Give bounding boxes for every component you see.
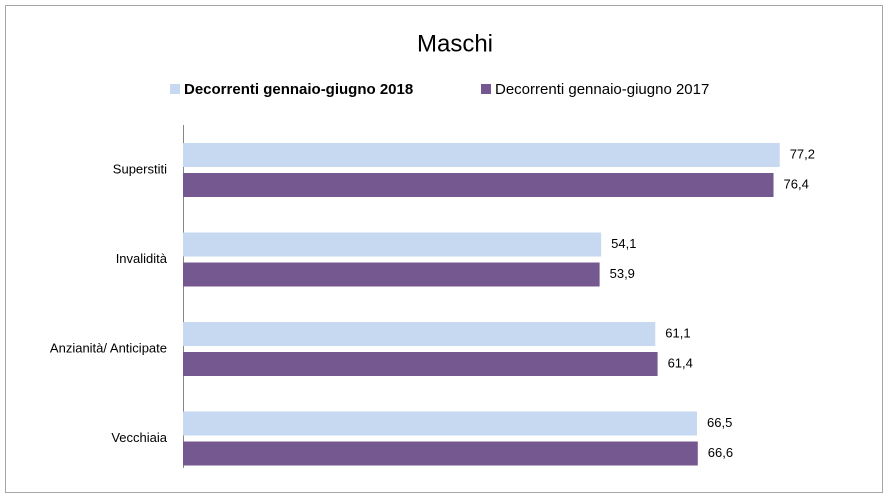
legend-swatch bbox=[170, 84, 180, 94]
legend-label: Decorrenti gennaio-giugno 2018 bbox=[184, 81, 413, 98]
bar bbox=[183, 262, 600, 287]
bar bbox=[183, 352, 658, 376]
y-tick-label: Invalidità bbox=[116, 251, 168, 266]
y-tick-label: Anzianità/ Anticipate bbox=[50, 340, 167, 355]
data-label: 66,5 bbox=[707, 415, 732, 430]
bar bbox=[183, 143, 780, 167]
chart-title: Maschi bbox=[417, 30, 493, 57]
bar bbox=[183, 322, 656, 346]
data-label: 54,1 bbox=[611, 236, 636, 251]
bar bbox=[183, 411, 698, 436]
data-label: 61,1 bbox=[665, 325, 690, 340]
bar bbox=[183, 173, 774, 197]
data-label: 77,2 bbox=[790, 146, 815, 161]
data-label: 76,4 bbox=[784, 176, 809, 191]
bar bbox=[183, 232, 602, 257]
data-label: 66,6 bbox=[708, 445, 733, 460]
legend-swatch bbox=[481, 84, 491, 94]
legend-label: Decorrenti gennaio-giugno 2017 bbox=[495, 81, 709, 98]
data-label: 61,4 bbox=[668, 355, 693, 370]
bar bbox=[183, 441, 698, 466]
y-tick-label: Superstiti bbox=[113, 161, 167, 176]
y-tick-label: Vecchiaia bbox=[111, 430, 167, 445]
data-label: 53,9 bbox=[610, 266, 635, 281]
